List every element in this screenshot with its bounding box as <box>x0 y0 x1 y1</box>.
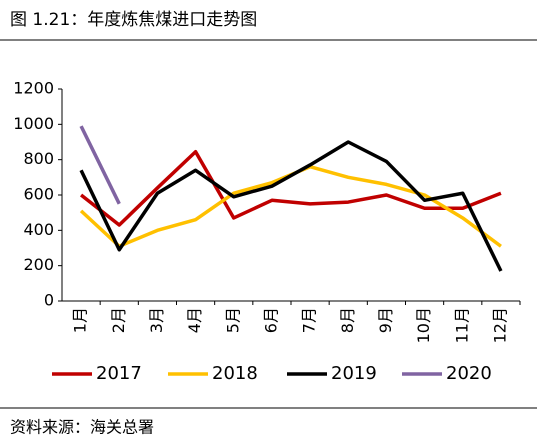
x-tick-label: 4月 <box>185 307 204 333</box>
series-line <box>79 140 503 272</box>
legend-label: 2019 <box>331 363 377 384</box>
x-tick-label: 1月 <box>71 307 90 333</box>
y-tick-label: 800 <box>23 149 54 168</box>
y-tick-label: 600 <box>23 185 54 204</box>
y-tick-label: 0 <box>44 291 54 310</box>
y-tick-label: 200 <box>23 255 54 274</box>
x-tick-label: 5月 <box>223 307 242 333</box>
x-tick-label: 10月 <box>414 307 433 343</box>
legend-label: 2018 <box>212 363 258 384</box>
x-tick-label: 11月 <box>452 307 471 343</box>
x-tick-label: 8月 <box>338 307 357 333</box>
x-tick-label: 9月 <box>376 307 395 333</box>
series-line <box>80 149 502 227</box>
y-tick-label: 1000 <box>13 114 54 133</box>
x-tick-label: 6月 <box>261 307 280 333</box>
series-line <box>79 125 121 205</box>
x-tick-label: 2月 <box>109 307 128 333</box>
y-tick-label: 1200 <box>13 79 54 98</box>
x-tick-label: 7月 <box>300 307 319 333</box>
legend-label: 2020 <box>446 363 492 384</box>
chart-title: 图 1.21：年度炼焦煤进口走势图 <box>10 10 257 30</box>
legend-label: 2017 <box>96 363 142 384</box>
series-line <box>79 164 502 248</box>
x-tick-label: 12月 <box>490 307 509 343</box>
source: 资料来源：海关总署 <box>10 418 154 437</box>
x-tick-label: 3月 <box>147 307 166 333</box>
y-tick-label: 400 <box>23 220 54 239</box>
